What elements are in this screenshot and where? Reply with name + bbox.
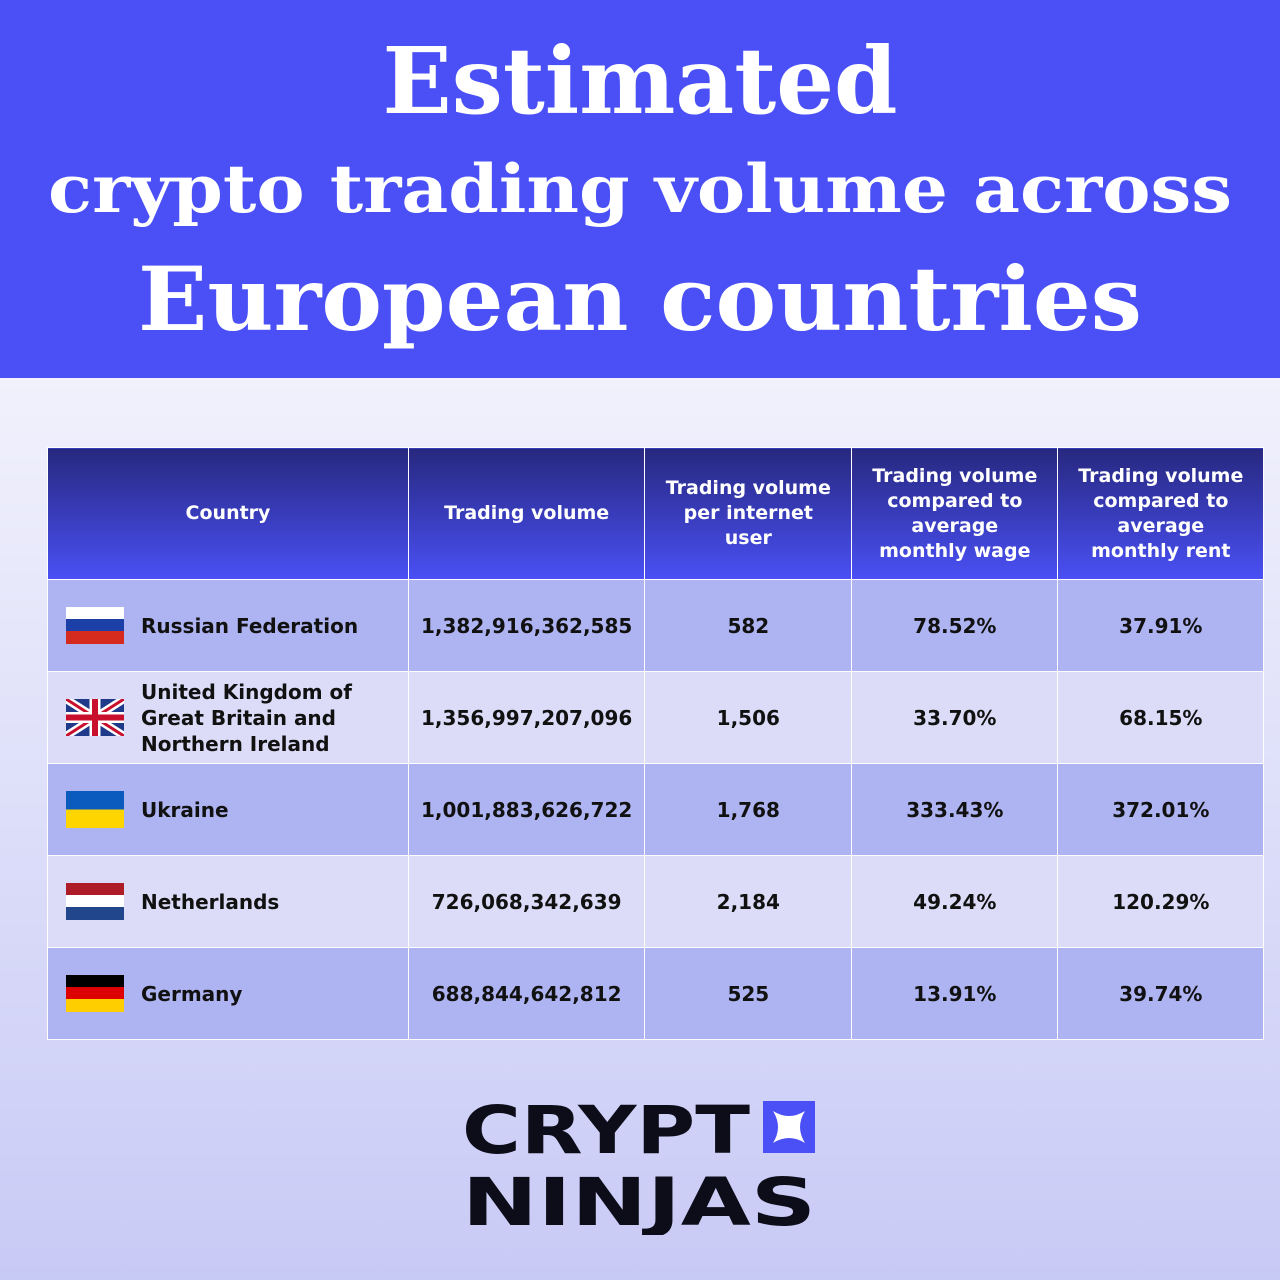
row: Ukraine 1,001,883,626,722 1,768 333.43% … [47, 763, 1265, 856]
row: Germany 688,844,642,812 525 13.91% 39.74… [47, 947, 1265, 1040]
row: Russian Federation 1,382,916,362,585 582… [47, 579, 1265, 672]
country: Russian Federation [141, 613, 359, 638]
row: United Kingdom of Great Britain and Nort… [47, 671, 1265, 764]
cell: 726,068,342,639 [407, 855, 646, 948]
flag [66, 883, 124, 920]
logo-star [773, 1111, 805, 1143]
cell: 1,506 [644, 671, 853, 764]
flag [66, 975, 124, 1012]
cell: 68.15% [1057, 671, 1265, 764]
cell: 1,001,883,626,722 [407, 763, 646, 856]
cell: United Kingdom of Great Britain and Nort… [47, 671, 409, 764]
cell: Ukraine [47, 763, 409, 856]
cell: Netherlands [47, 855, 409, 948]
column-header: Trading volume compared to average month… [851, 447, 1059, 580]
column-header: Trading volume compared to average month… [1057, 447, 1265, 580]
column-header: Trading volume per internet user [644, 447, 853, 580]
data-table: Country Trading volume Trading volume pe… [47, 447, 1265, 1040]
cell: Germany [47, 947, 409, 1040]
cell: 13.91% [851, 947, 1059, 1040]
cell: 39.74% [1057, 947, 1265, 1040]
logo-text: CRYPT [462, 1095, 750, 1169]
country: Netherlands [141, 889, 280, 914]
flag [66, 699, 124, 736]
cell: 33.70% [851, 671, 1059, 764]
country: Ukraine [141, 797, 229, 822]
cell: 2,184 [644, 855, 853, 948]
cell: 1,382,916,362,585 [407, 579, 646, 672]
cell: 49.24% [851, 855, 1059, 948]
country: United Kingdom of Great Britain and Nort… [141, 679, 352, 756]
cell: 582 [644, 579, 853, 672]
row: Netherlands 726,068,342,639 2,184 49.24%… [47, 855, 1265, 948]
header-row: Country Trading volume Trading volume pe… [47, 447, 1265, 580]
cell: Russian Federation [47, 579, 409, 672]
flag [66, 607, 124, 644]
cell: 1,768 [644, 763, 853, 856]
cell: 525 [644, 947, 853, 1040]
cell: 372.01% [1057, 763, 1265, 856]
column-header: Trading volume [407, 447, 646, 580]
cell: 78.52% [851, 579, 1059, 672]
cell: 120.29% [1057, 855, 1265, 948]
cell: 688,844,642,812 [407, 947, 646, 1040]
header: Estimated crypto trading volume across E… [0, 0, 1280, 378]
title-line: crypto trading volume across [48, 150, 1232, 228]
title-line: European countries [138, 247, 1142, 351]
logo-text: NINJAS [462, 1164, 816, 1235]
column-header: Country [47, 447, 409, 580]
header-band [0, 0, 1280, 378]
cell: 333.43% [851, 763, 1059, 856]
title-line: Estimated [383, 27, 898, 135]
cell: 37.91% [1057, 579, 1265, 672]
cell: 1,356,997,207,096 [407, 671, 646, 764]
flag [66, 791, 124, 828]
logo: CRYPT NINJAS [462, 1095, 816, 1235]
country: Germany [141, 981, 243, 1006]
